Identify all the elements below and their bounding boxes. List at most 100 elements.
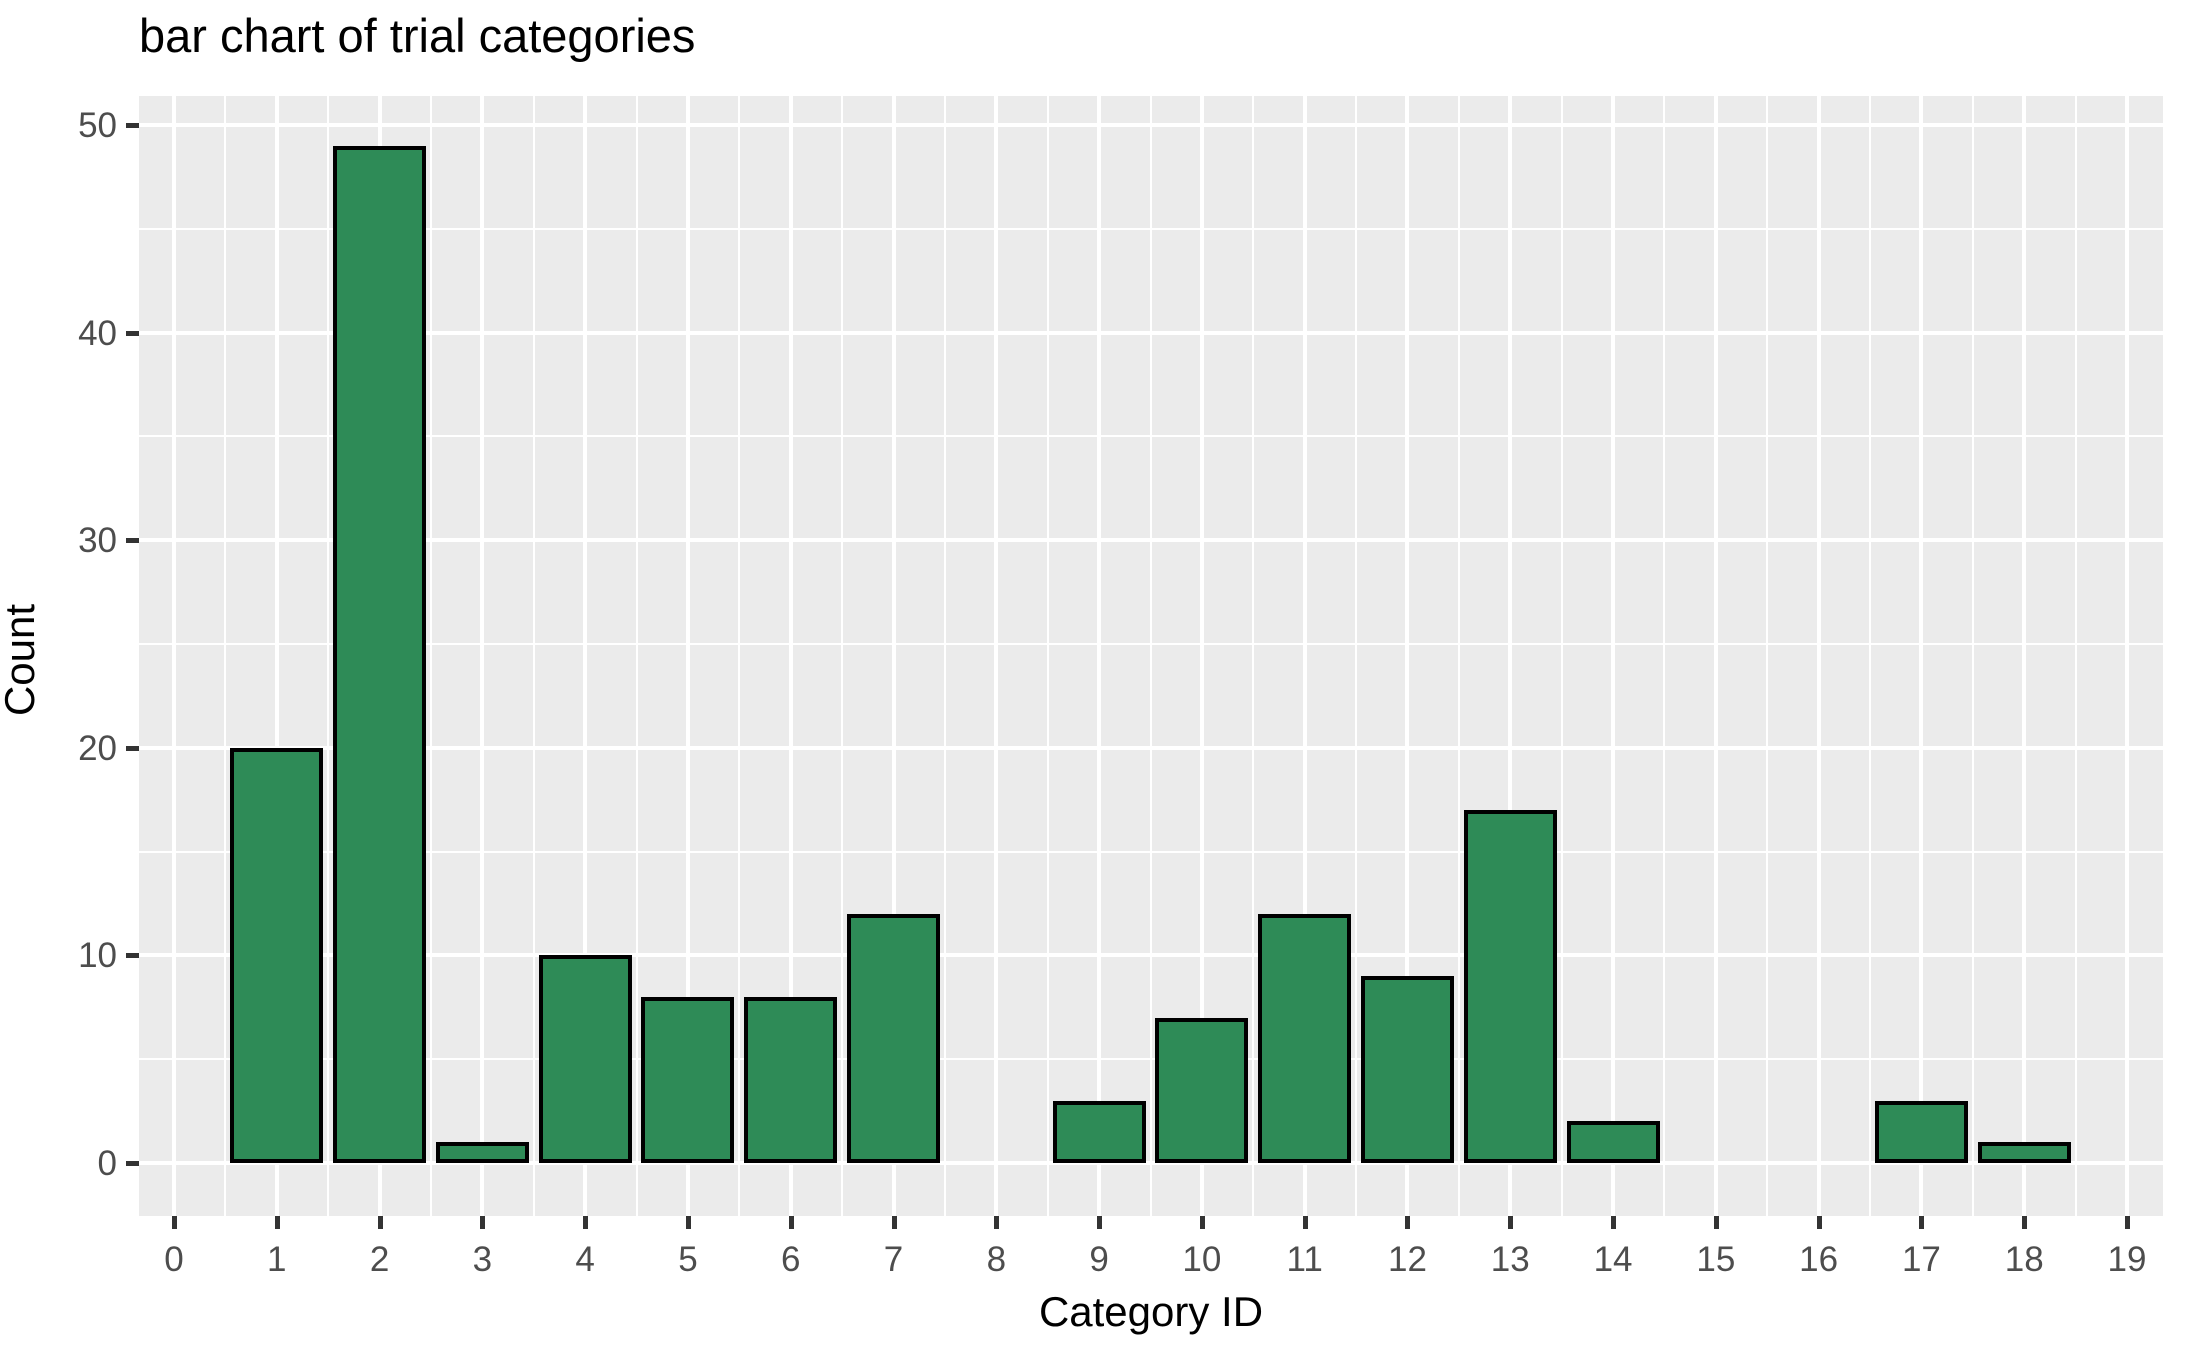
minor-vertical-gridline (1869, 96, 1872, 1216)
minor-vertical-gridline (1355, 96, 1358, 1216)
x-axis-tick (377, 1216, 383, 1229)
x-axis-tick-label: 18 (2004, 1240, 2044, 1279)
y-axis-tick (126, 953, 139, 959)
x-axis-tick (1919, 1216, 1925, 1229)
x-axis-tick-label: 1 (267, 1240, 287, 1279)
x-axis-tick (1097, 1216, 1103, 1229)
x-axis-tick-label: 16 (1799, 1240, 1839, 1279)
x-axis-tick (685, 1216, 691, 1229)
x-axis-tick-label: 11 (1286, 1240, 1323, 1279)
x-axis-tick-label: 12 (1388, 1240, 1427, 1279)
x-axis-tick (1508, 1216, 1514, 1229)
bar-category-13 (1463, 810, 1557, 1163)
minor-vertical-gridline (224, 96, 227, 1216)
major-vertical-gridline (1919, 96, 1924, 1216)
x-axis-tick-label: 5 (678, 1240, 698, 1279)
major-vertical-gridline (480, 96, 485, 1216)
minor-vertical-gridline (1663, 96, 1666, 1216)
minor-vertical-gridline (429, 96, 432, 1216)
minor-vertical-gridline (635, 96, 638, 1216)
x-axis-tick (1302, 1216, 1308, 1229)
x-axis-tick (1611, 1216, 1617, 1229)
minor-vertical-gridline (2074, 96, 2077, 1216)
x-axis-title: Category ID (1038, 1288, 1264, 1335)
bar-category-17 (1874, 1100, 1968, 1163)
y-axis-tick-label: 50 (78, 106, 117, 145)
major-horizontal-gridline (139, 745, 2163, 750)
x-axis-tick (1713, 1216, 1719, 1229)
x-axis-tick (1816, 1216, 1822, 1229)
bar-category-3 (435, 1142, 529, 1163)
x-axis-tick (274, 1216, 280, 1229)
plot-panel (139, 96, 2163, 1216)
x-axis-tick-label: 14 (1593, 1240, 1633, 1279)
minor-horizontal-gridline (139, 227, 2163, 230)
minor-horizontal-gridline (139, 1058, 2163, 1061)
y-axis-tick (126, 330, 139, 336)
x-axis-tick (788, 1216, 794, 1229)
major-horizontal-gridline (139, 953, 2163, 958)
major-vertical-gridline (891, 96, 896, 1216)
major-vertical-gridline (1302, 96, 1307, 1216)
x-axis-tick (2022, 1216, 2028, 1229)
minor-vertical-gridline (1457, 96, 1460, 1216)
x-axis-tick-label: 17 (1901, 1240, 1941, 1279)
major-vertical-gridline (1199, 96, 1204, 1216)
chart-title: bar chart of trial categories (139, 9, 696, 62)
minor-vertical-gridline (1766, 96, 1769, 1216)
y-axis-tick (126, 123, 139, 128)
minor-vertical-gridline (738, 96, 741, 1216)
minor-vertical-gridline (1252, 96, 1255, 1216)
bar-category-4 (538, 955, 632, 1163)
y-axis-tick (126, 538, 139, 544)
x-axis-tick-label: 6 (781, 1240, 801, 1279)
major-vertical-gridline (2125, 96, 2129, 1216)
major-horizontal-gridline (139, 538, 2163, 543)
x-axis-tick (583, 1216, 589, 1229)
bar-category-14 (1566, 1121, 1660, 1163)
minor-horizontal-gridline (139, 435, 2163, 438)
bar-category-18 (1977, 1142, 2071, 1163)
major-vertical-gridline (685, 96, 690, 1216)
bar-category-2 (333, 145, 427, 1163)
x-axis-tick (480, 1216, 486, 1229)
x-axis-tick (172, 1216, 177, 1229)
y-axis-tick-label: 0 (97, 1144, 117, 1183)
major-vertical-gridline (1405, 96, 1410, 1216)
minor-vertical-gridline (327, 96, 330, 1216)
major-vertical-gridline (2022, 96, 2027, 1216)
y-axis-tick-label: 30 (78, 521, 117, 561)
x-axis-tick (891, 1216, 897, 1229)
major-horizontal-gridline (139, 330, 2163, 335)
x-axis-tick-label: 0 (164, 1240, 184, 1279)
x-axis-tick-label: 3 (472, 1240, 493, 1279)
minor-vertical-gridline (1149, 96, 1152, 1216)
minor-vertical-gridline (1046, 96, 1049, 1216)
x-axis-tick-label: 15 (1696, 1240, 1736, 1279)
x-axis-tick (1405, 1216, 1411, 1229)
x-axis-tick-label: 4 (575, 1240, 595, 1279)
bar-category-6 (744, 996, 838, 1163)
major-horizontal-gridline (139, 1161, 2163, 1165)
x-axis-tick-label: 19 (2107, 1240, 2147, 1279)
x-axis-tick (994, 1216, 1000, 1229)
bar-category-10 (1155, 1017, 1249, 1163)
bar-category-1 (230, 747, 324, 1163)
major-vertical-gridline (583, 96, 588, 1216)
y-axis-tick-label: 20 (78, 728, 117, 768)
y-axis-tick (126, 1161, 139, 1166)
x-axis-tick-label: 13 (1490, 1240, 1530, 1279)
x-axis-tick (1199, 1216, 1205, 1229)
major-vertical-gridline (274, 96, 279, 1216)
major-vertical-gridline (994, 96, 999, 1216)
y-axis-tick-label: 40 (78, 313, 117, 353)
major-vertical-gridline (1508, 96, 1513, 1216)
minor-vertical-gridline (1971, 96, 1974, 1216)
x-axis-tick (2125, 1216, 2130, 1229)
x-axis-tick-label: 10 (1182, 1240, 1222, 1279)
minor-vertical-gridline (943, 96, 946, 1216)
bar-category-7 (847, 913, 941, 1163)
major-vertical-gridline (1713, 96, 1718, 1216)
major-vertical-gridline (788, 96, 793, 1216)
